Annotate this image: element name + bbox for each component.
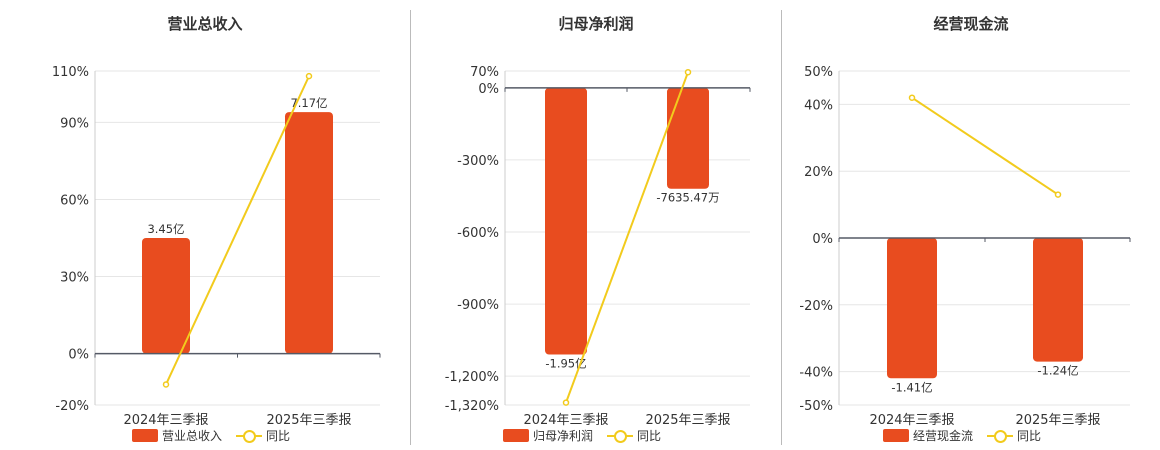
legend-line-marker xyxy=(987,429,1014,443)
legend: 营业总收入 同比 xyxy=(132,427,290,444)
legend-bar-label: 营业总收入 xyxy=(162,429,223,443)
bar xyxy=(1033,238,1083,362)
y-tick-label: 60% xyxy=(60,193,89,208)
yoy-line xyxy=(165,75,310,385)
legend: 经营现金流 同比 xyxy=(883,427,1041,444)
panel-divider xyxy=(410,10,411,445)
bar-data-label: -1.24亿 xyxy=(1037,364,1078,378)
y-tick-label: 110% xyxy=(52,65,89,80)
legend-bar-label: 经营现金流 xyxy=(913,429,974,443)
yoy-point xyxy=(1054,191,1062,198)
y-tick-label: -20% xyxy=(799,299,833,314)
y-tick-label: 70% xyxy=(470,65,499,80)
bar xyxy=(667,87,709,189)
legend: 归母净利润 同比 xyxy=(503,427,661,444)
y-tick-label: 0% xyxy=(812,232,833,247)
y-tick-label: 50% xyxy=(804,65,833,80)
y-tick-label: 40% xyxy=(804,98,833,113)
legend-bar-label: 归母净利润 xyxy=(533,429,594,443)
y-tick-label: -40% xyxy=(799,366,833,381)
bar-data-label: -7635.47万 xyxy=(656,191,719,205)
legend-line-label: 同比 xyxy=(637,429,662,443)
y-tick-label: -1,320% xyxy=(445,399,499,414)
x-category-label: 2024年三季报 xyxy=(523,413,608,428)
panel-divider xyxy=(781,10,782,445)
y-tick-label: 30% xyxy=(60,271,89,286)
y-tick-label: -1,200% xyxy=(445,370,499,385)
chart-title: 营业总收入 xyxy=(167,15,243,33)
yoy-point xyxy=(305,72,313,80)
y-tick-label: -300% xyxy=(457,154,499,169)
chart-plot-cash-flow: 50% 40% 20% 0% -20% -40% -50% -1.41亿 -1.24亿 2024年… xyxy=(799,65,1131,428)
legend-bar-swatch xyxy=(503,429,529,442)
y-tick-label: 0% xyxy=(478,82,499,97)
bar-data-label: 7.17亿 xyxy=(290,96,327,110)
chart-panel-cash-flow: 经营现金流 50% 40% 20% 0% -20% -40% -50% -1.41亿 -1.24… xyxy=(782,0,1160,450)
y-tick-label: -20% xyxy=(55,399,89,414)
bar-data-label: -1.95亿 xyxy=(545,357,586,371)
chart-plot-net-profit: 70% 0% -300% -600% -900% -1,200% -1,320% -1.95亿… xyxy=(445,65,751,428)
bar-data-label: -1.41亿 xyxy=(891,380,932,394)
x-category-label: 2024年三季报 xyxy=(869,413,954,428)
x-category-label: 2025年三季报 xyxy=(266,413,351,428)
y-tick-label: 20% xyxy=(804,165,833,180)
y-tick-label: -600% xyxy=(457,226,499,241)
yoy-line xyxy=(565,71,689,403)
yoy-line xyxy=(911,96,1059,196)
legend-line-label: 同比 xyxy=(266,429,291,443)
chart-panel-revenue: 营业总收入 110% 90% 60% 30% 0% -20% 3.45亿 7.17亿 2024年… xyxy=(0,0,410,450)
legend-line-label: 同比 xyxy=(1017,429,1042,443)
legend-bar-swatch xyxy=(132,429,158,442)
x-category-label: 2024年三季报 xyxy=(123,413,208,428)
y-tick-label: -900% xyxy=(457,298,499,313)
x-category-label: 2025年三季报 xyxy=(1015,413,1100,428)
chart-title: 归母净利润 xyxy=(558,15,634,33)
y-tick-label: -50% xyxy=(799,399,833,414)
x-category-label: 2025年三季报 xyxy=(645,413,730,428)
yoy-point xyxy=(162,381,170,388)
y-tick-label: 90% xyxy=(60,116,89,131)
yoy-point xyxy=(908,94,916,101)
bar xyxy=(285,112,333,354)
chart-panel-net-profit: 归母净利润 70% 0% -300% -600% -900% -1,200% -1,320%… xyxy=(411,0,781,450)
chart-plot-revenue: 110% 90% 60% 30% 0% -20% 3.45亿 7.17亿 2024年三季报 202… xyxy=(52,65,381,428)
legend-bar-swatch xyxy=(883,429,909,442)
bar xyxy=(545,87,587,355)
legend-line-marker xyxy=(236,429,263,443)
bar-data-label: 3.45亿 xyxy=(147,222,184,236)
legend-line-marker xyxy=(607,429,634,443)
bar xyxy=(887,238,937,379)
bar xyxy=(142,238,190,354)
yoy-point xyxy=(684,68,692,76)
yoy-point xyxy=(562,399,570,406)
y-tick-label: 0% xyxy=(68,348,89,363)
chart-title: 经营现金流 xyxy=(933,15,1009,33)
